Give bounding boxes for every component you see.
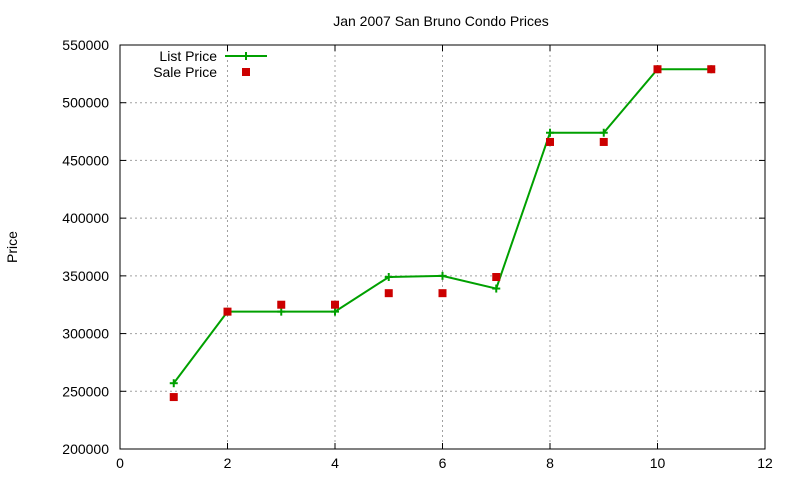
sale-price-point (546, 137, 554, 146)
legend-marker-list-price (242, 52, 250, 60)
sale-price-point (169, 393, 178, 402)
list-price-point (546, 128, 554, 137)
y-tick-label: 400000 (62, 210, 109, 226)
x-tick-label: 4 (331, 455, 339, 471)
y-tick-label: 250000 (62, 383, 109, 399)
sale-price-point (277, 300, 286, 309)
ticks: 0 2 4 6 8 10 12 200000 250000 300000 350000 400000 4… (62, 37, 773, 471)
x-tick-label: 2 (224, 455, 232, 471)
y-tick-label: 500000 (62, 95, 109, 111)
sale-price-point (384, 289, 393, 298)
series-layer (169, 65, 716, 402)
sale-price-point (653, 65, 662, 74)
list-price-point (599, 128, 608, 137)
list-price-point (384, 273, 393, 282)
x-tick-label: 8 (546, 455, 554, 471)
legend-marker-sale-price (242, 68, 250, 76)
y-tick-label: 550000 (62, 37, 109, 53)
y-tick-label: 200000 (62, 441, 109, 457)
x-tick-label: 6 (439, 455, 447, 471)
sale-price-point (492, 273, 501, 282)
x-tick-label: 12 (757, 455, 773, 471)
sale-price-point (223, 307, 232, 316)
legend-key-sale-price (242, 68, 250, 76)
sale-price-point (599, 137, 608, 146)
grid (120, 45, 765, 449)
list-price-point (277, 307, 286, 316)
legend: List Price Sale Price (153, 48, 267, 80)
list-price-point (331, 307, 339, 316)
y-tick-label: 450000 (62, 152, 109, 168)
sale-price-point (707, 65, 716, 74)
sale-price-point (438, 289, 447, 298)
y-axis-label: Price (4, 231, 20, 263)
y-tick-label: 300000 (62, 326, 109, 342)
list-price-point (169, 379, 178, 388)
list-price-point (438, 271, 447, 280)
chart-title: Jan 2007 San Bruno Condo Prices (333, 13, 549, 29)
y-tick-label: 350000 (62, 268, 109, 284)
legend-label-list-price: List Price (159, 48, 217, 64)
x-tick-label: 10 (650, 455, 666, 471)
legend-label-sale-price: Sale Price (153, 64, 217, 80)
legend-key-list-price (225, 52, 267, 60)
list-price-point (492, 284, 501, 293)
sale-price-point (331, 300, 339, 309)
x-tick-label: 0 (116, 455, 124, 471)
